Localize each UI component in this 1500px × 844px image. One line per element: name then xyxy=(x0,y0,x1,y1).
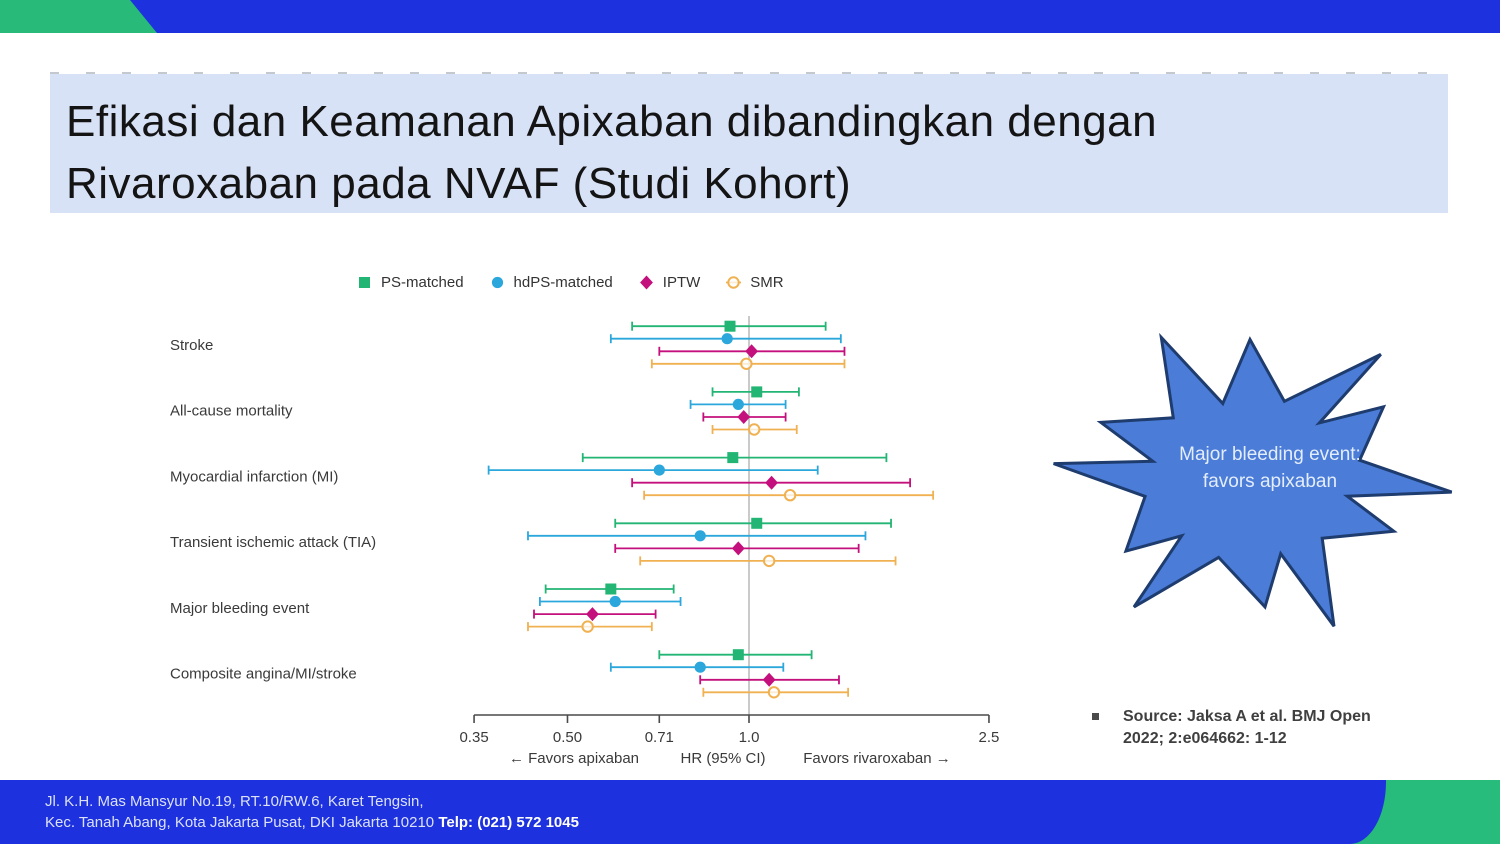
ci-row xyxy=(544,583,675,595)
circle-icon xyxy=(491,276,503,288)
footer-address: Jl. K.H. Mas Mansyur No.19, RT.10/RW.6, … xyxy=(45,791,579,833)
ci-row xyxy=(487,464,819,476)
footer-bar: Jl. K.H. Mas Mansyur No.19, RT.10/RW.6, … xyxy=(0,780,1386,844)
ci-row xyxy=(689,398,787,410)
ci-row xyxy=(650,357,846,370)
ci-row xyxy=(631,320,827,332)
category-label: Transient ischemic attack (TIA) xyxy=(170,534,376,551)
axis-annotation-center: HR (95% CI) xyxy=(680,750,765,767)
x-tick-label: 0.50 xyxy=(553,729,582,746)
page-title-line-2: Rivaroxaban pada NVAF (Studi Kohort) xyxy=(66,159,852,208)
ci-row xyxy=(614,541,860,556)
callout-line-2: favors apixaban xyxy=(1202,471,1338,492)
starburst-shape xyxy=(1053,332,1453,628)
callout-text: Major bleeding event: favors apixaban xyxy=(1090,441,1450,495)
legend-label: hdPS-matched xyxy=(513,273,613,291)
ci-row xyxy=(643,489,935,502)
source-citation: Source: Jaksa A et al. BMJ Open 2022; 2:… xyxy=(1092,706,1464,750)
ci-row xyxy=(702,410,787,424)
category-label: Composite angina/MI/stroke xyxy=(170,666,357,683)
footer-address-line-1: Jl. K.H. Mas Mansyur No.19, RT.10/RW.6, … xyxy=(45,793,424,810)
top-bar-green-accent xyxy=(0,0,157,33)
footer-phone: Telp: (021) 572 1045 xyxy=(438,814,579,831)
ci-row xyxy=(711,423,798,436)
ci-row xyxy=(533,607,657,622)
category-label: Major bleeding event xyxy=(170,600,310,617)
category-label: Stroke xyxy=(170,337,213,354)
bullet-square-icon xyxy=(1092,713,1099,720)
open-circle-icon xyxy=(726,275,742,289)
ci-row xyxy=(609,661,785,673)
ci-row xyxy=(581,452,888,464)
legend-item: hdPS-matched xyxy=(488,274,613,291)
legend-item: SMR xyxy=(724,273,784,291)
ci-row xyxy=(527,620,653,633)
ci-row xyxy=(711,386,800,398)
forest-plot: Stroke All-cause mortality Myocardial infa… xyxy=(170,316,1000,767)
ci-row xyxy=(527,530,867,542)
title-dashed-divider xyxy=(50,72,1448,75)
ci-row xyxy=(609,333,842,345)
page-title-line-1: Efikasi dan Keamanan Apixaban dibandingk… xyxy=(66,97,1158,146)
axis-annotation-right: Favors rivaroxaban → xyxy=(803,750,951,767)
starburst-polygon xyxy=(1053,332,1453,628)
top-bar xyxy=(0,0,1500,33)
legend-item: IPTW xyxy=(637,273,701,291)
diamond-icon xyxy=(639,275,653,289)
ci-row xyxy=(699,672,840,687)
ci-row xyxy=(658,649,813,661)
x-tick-label: 0.35 xyxy=(459,729,488,746)
footer-address-line-2: Kec. Tanah Abang, Kota Jakarta Pusat, DK… xyxy=(45,814,579,831)
source-line-1: Source: Jaksa A et al. BMJ Open xyxy=(1123,708,1371,725)
ci-row xyxy=(658,344,846,359)
page-title: Efikasi dan Keamanan Apixaban dibandingk… xyxy=(66,91,1426,215)
ci-row xyxy=(631,475,912,490)
x-tick-label: 0.71 xyxy=(645,729,674,746)
ci-row xyxy=(614,517,892,529)
ci-row xyxy=(639,554,897,568)
source-line-2: 2022; 2:e064662: 1-12 xyxy=(1123,730,1287,747)
ci-row xyxy=(538,595,682,608)
category-label: All-cause mortality xyxy=(170,403,293,420)
category-label: Myocardial infarction (MI) xyxy=(170,468,338,485)
x-tick-label: 1.0 xyxy=(739,729,760,746)
legend-label: PS-matched xyxy=(381,273,464,291)
source-text: Source: Jaksa A et al. BMJ Open 2022; 2:… xyxy=(1123,706,1371,750)
axis-annotation-left: ← Favors apixaban xyxy=(509,750,639,767)
ci-row xyxy=(702,686,850,699)
title-block: Efikasi dan Keamanan Apixaban dibandingk… xyxy=(50,74,1448,213)
legend-label: IPTW xyxy=(662,273,701,291)
square-icon xyxy=(359,276,370,288)
callout-line-1: Major bleeding event: xyxy=(1179,444,1361,465)
chart-legend: PS-matched hdPS-matched IPTW SMR xyxy=(355,268,784,296)
x-tick-label: 2.5 xyxy=(979,729,1000,746)
legend-label: SMR xyxy=(750,273,784,291)
legend-item: PS-matched xyxy=(355,274,464,291)
